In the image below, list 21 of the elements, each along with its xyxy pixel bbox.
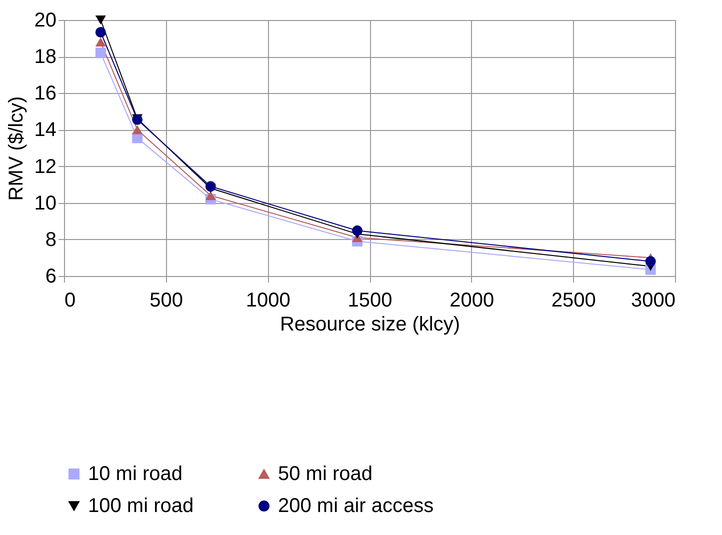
x-tick-label: 1000: [246, 290, 290, 312]
y-tick-label: 20: [34, 10, 56, 32]
y-tick-label: 10: [34, 192, 56, 214]
x-axis-title: Resource size (klcy): [280, 314, 460, 336]
y-tick-label: 16: [34, 82, 56, 105]
y-tick-label: 8: [45, 228, 56, 251]
legend-label: 10 mi road: [88, 463, 182, 485]
y-tick-label: 12: [34, 156, 56, 178]
y-tick-label: 14: [34, 119, 56, 142]
x-tick-label: 2500: [551, 290, 596, 312]
legend-label: 200 mi air access: [278, 495, 434, 517]
y-axis-title: RMV ($/lcy): [5, 96, 28, 201]
y-tick-label: 6: [45, 266, 56, 288]
x-tick-label: 1500: [348, 290, 392, 312]
x-tick-label: 0: [64, 290, 76, 312]
x-tick-label: 2000: [450, 290, 494, 312]
x-tick-label: 500: [150, 290, 184, 312]
x-tick-label: 3000: [631, 290, 676, 312]
legend-label: 100 mi road: [88, 495, 194, 517]
legend-label: 50 mi road: [278, 463, 372, 485]
y-tick-label: 18: [34, 46, 56, 68]
